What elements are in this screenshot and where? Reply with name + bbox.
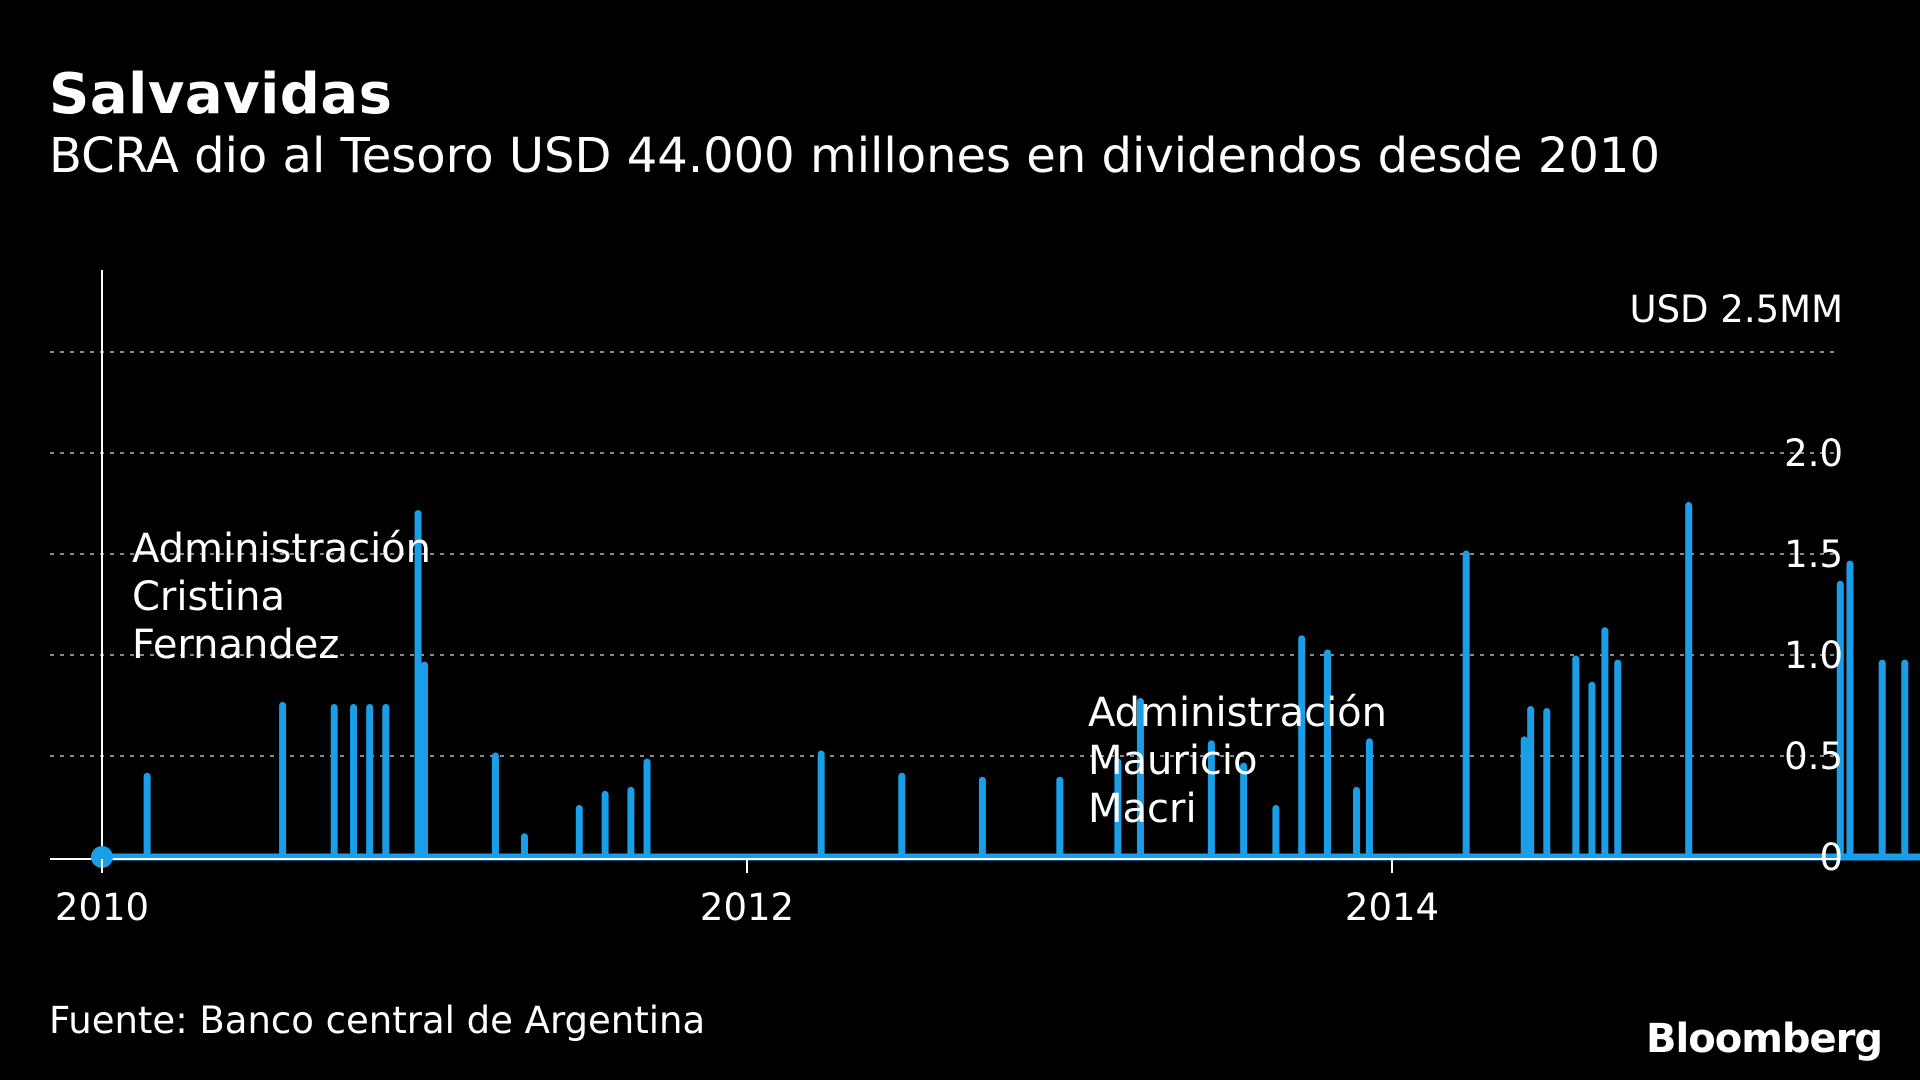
annotation-label: Mauricio	[1088, 738, 1258, 784]
bloomberg-logo: Bloomberg	[1646, 1016, 1883, 1062]
chart-title: Salvavidas	[49, 62, 393, 127]
annotation-label: Cristina	[132, 574, 285, 620]
y-tick-label: 2.0	[1784, 432, 1843, 475]
annotations: AdministraciónCristinaFernandezAdministr…	[132, 526, 1387, 832]
source-note: Fuente: Banco central de Argentina	[49, 999, 706, 1042]
y-tick-label: 1.5	[1784, 533, 1843, 576]
annotation-label: Fernandez	[132, 622, 339, 668]
bars	[98, 502, 1920, 861]
gridlines	[50, 351, 1840, 757]
y-axis-unit-label: USD 2.5MM	[1629, 288, 1843, 331]
administration-markers	[91, 846, 113, 868]
y-axis-ticks: 2.0 1.5 1.0 0.5 0	[1784, 432, 1843, 879]
annotation-label: Administración	[132, 526, 431, 572]
x-axis-ticks: 201020122014201620182020	[55, 859, 1439, 929]
administration-marker	[91, 846, 113, 868]
administration-lines	[101, 270, 103, 857]
x-tick-label: 2014	[1345, 886, 1439, 929]
annotation-label: Administración	[1088, 690, 1387, 736]
y-tick-label: 0.5	[1784, 735, 1843, 778]
y-tick-label: 0	[1819, 836, 1843, 879]
x-tick-label: 2012	[700, 886, 794, 929]
x-tick-label: 2010	[55, 886, 149, 929]
chart-subtitle: BCRA dio al Tesoro USD 44.000 millones e…	[49, 128, 1660, 184]
y-tick-label: 1.0	[1784, 634, 1843, 677]
annotation-label: Macri	[1088, 786, 1197, 832]
